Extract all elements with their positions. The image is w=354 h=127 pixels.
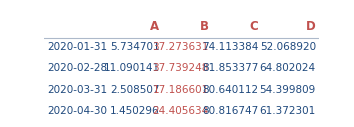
Text: 37.273631: 37.273631 — [153, 42, 209, 52]
Text: 80.816747: 80.816747 — [202, 106, 258, 116]
Text: 2020-04-30: 2020-04-30 — [47, 106, 107, 116]
Text: A: A — [150, 20, 159, 34]
Text: 11.090141: 11.090141 — [103, 63, 159, 73]
Text: 2020-03-31: 2020-03-31 — [47, 85, 107, 95]
Text: 1.450296: 1.450296 — [110, 106, 159, 116]
Text: 2020-02-28: 2020-02-28 — [47, 63, 107, 73]
Text: B: B — [200, 20, 209, 34]
Text: 37.739248: 37.739248 — [153, 63, 209, 73]
Text: 54.399809: 54.399809 — [259, 85, 316, 95]
Text: 5.734701: 5.734701 — [110, 42, 159, 52]
Text: 17.186601: 17.186601 — [153, 85, 209, 95]
Text: 2020-01-31: 2020-01-31 — [47, 42, 107, 52]
Text: 64.802024: 64.802024 — [260, 63, 316, 73]
Text: 24.405634: 24.405634 — [153, 106, 209, 116]
Text: C: C — [250, 20, 258, 34]
Text: 80.640112: 80.640112 — [202, 85, 258, 95]
Text: 81.853377: 81.853377 — [202, 63, 258, 73]
Text: 61.372301: 61.372301 — [259, 106, 316, 116]
Text: 2.508507: 2.508507 — [110, 85, 159, 95]
Text: D: D — [306, 20, 316, 34]
Text: 52.068920: 52.068920 — [260, 42, 316, 52]
Text: 74.113384: 74.113384 — [202, 42, 258, 52]
